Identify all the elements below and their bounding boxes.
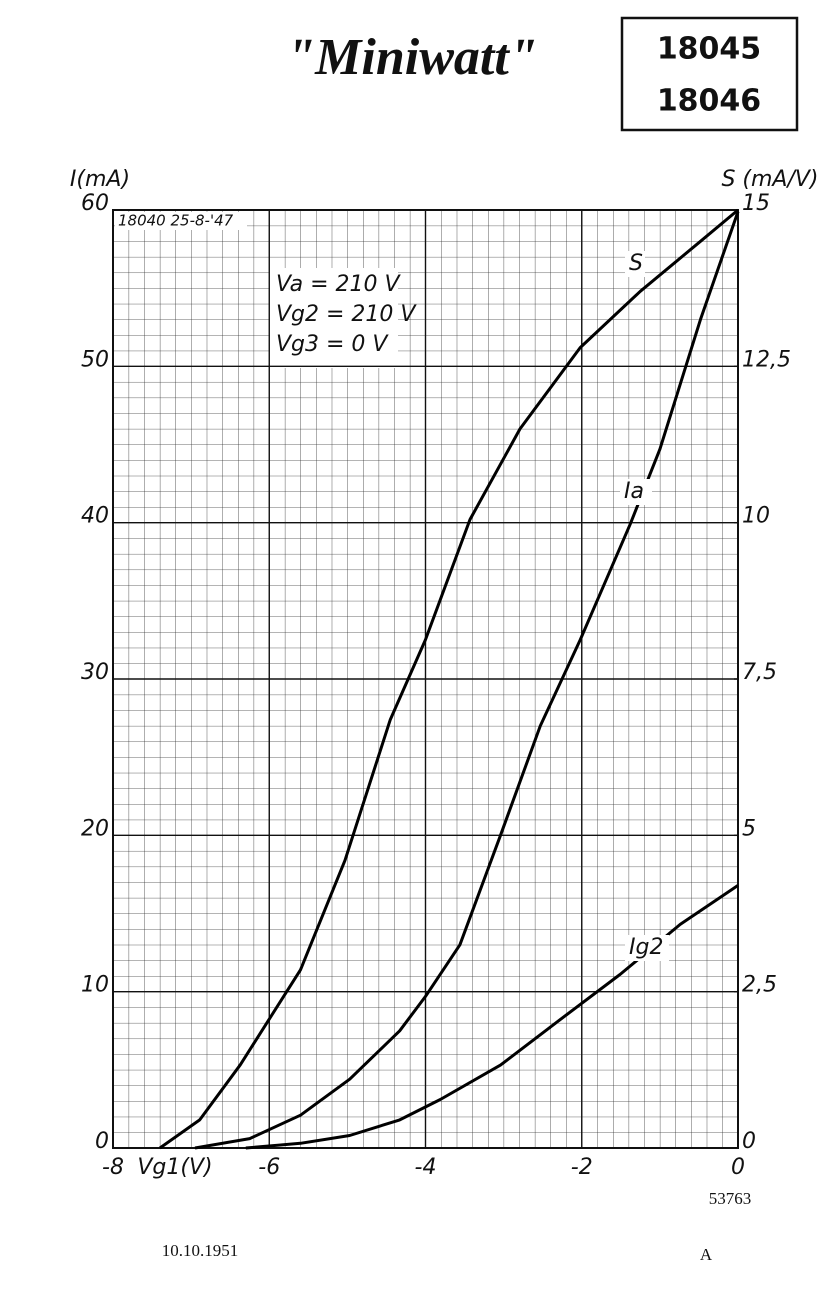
y-tick-label: 50 [81, 347, 109, 372]
figure-number: 53763 [709, 1189, 752, 1208]
series-label: Ia [624, 479, 644, 504]
date: 10.10.1951 [162, 1241, 239, 1260]
stamp: 18040 25-8-'47 [118, 212, 234, 230]
y-tick-label: 10 [81, 973, 109, 998]
y2-axis-label: S (mA/V) [721, 167, 818, 192]
series-label-bg [625, 935, 669, 961]
y2-tick-label: 0 [742, 1129, 756, 1154]
x-tick-label: -2 [571, 1155, 593, 1180]
brand-title: "Miniwatt" [286, 29, 537, 86]
y-axis-label: I(mA) [70, 167, 130, 192]
code-box [620, 16, 799, 132]
x-tick-label: 0 [731, 1155, 745, 1180]
x-tick-label: -4 [415, 1155, 437, 1180]
stamp-box [115, 212, 247, 230]
y-tick-label: 40 [81, 504, 109, 529]
y-tick-label: 30 [81, 660, 109, 685]
condition: Va = 210 V [276, 272, 402, 297]
y2-tick-label: 15 [742, 191, 770, 216]
code: 18046 [657, 84, 761, 119]
y-tick-label: 60 [81, 191, 109, 216]
code: 18045 [657, 32, 761, 67]
condition: Vg3 = 0 V [276, 332, 389, 357]
series-line [194, 211, 740, 1150]
x-axis-label: Vg1(V) [137, 1155, 212, 1180]
series-label-bg [620, 479, 652, 505]
y2-tick-label: 7,5 [742, 660, 777, 685]
y2-tick-label: 2,5 [742, 973, 777, 998]
series-label: S [629, 251, 643, 276]
y-tick-label: 0 [95, 1129, 109, 1154]
x-tick-label: -8 [102, 1155, 124, 1180]
y2-tick-label: 10 [742, 504, 770, 529]
y2-tick-label: 12,5 [742, 347, 791, 372]
y-tick-label: 20 [81, 816, 109, 841]
page-letter: A [700, 1245, 713, 1264]
condition: Vg2 = 210 V [276, 302, 417, 327]
x-tick-label: -6 [258, 1155, 280, 1180]
series-label-bg [625, 251, 645, 277]
series-line [159, 208, 739, 1150]
series-label: Ig2 [629, 935, 663, 960]
y2-tick-label: 5 [742, 816, 756, 841]
conditions-box [270, 268, 398, 368]
